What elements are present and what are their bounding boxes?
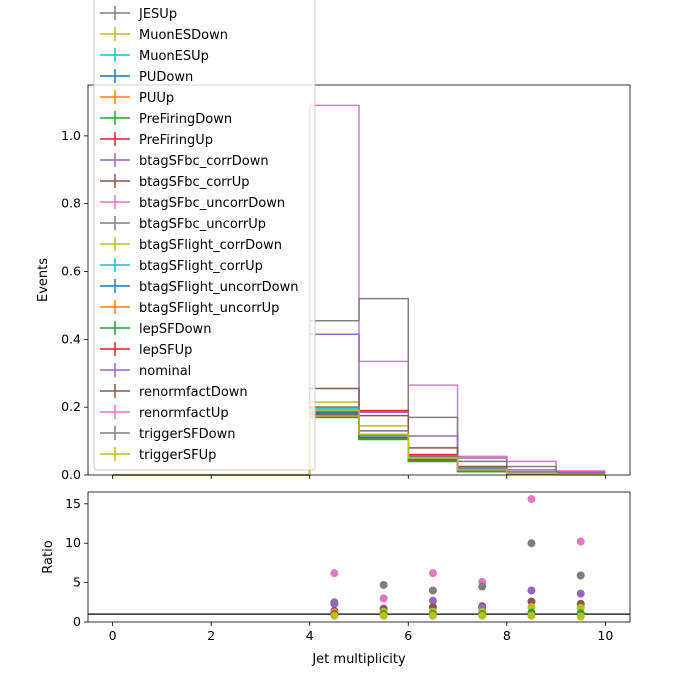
ratio-point (527, 539, 536, 548)
y-tick-label: 0.0 (61, 467, 81, 482)
y-tick-label: 1.0 (61, 128, 81, 143)
legend-label: btagSFlight_uncorrUp (139, 301, 279, 316)
legend-entry: lepSFUp (100, 342, 192, 358)
ratio-point (478, 582, 487, 591)
bottom-x-axis: 0 2 4 6 8 10 (109, 622, 613, 643)
legend-entry: btagSFlight_uncorrUp (100, 300, 279, 316)
legend-entry: btagSFbc_uncorrUp (100, 216, 266, 232)
top-axes-frame (87, 84, 631, 476)
top-y-axis: 0.0 0.2 0.4 0.6 0.8 1.0 (61, 128, 88, 482)
legend-label: lepSFDown (139, 322, 211, 337)
legend-entry: lepSFDown (100, 321, 211, 337)
legend-label: btagSFlight_corrDown (139, 238, 282, 253)
y-tick-label: 10 (65, 535, 81, 550)
x-tick-label: 4 (306, 628, 314, 643)
legend-entry: PreFiringUp (100, 132, 213, 148)
legend-label: triggerSFDown (139, 427, 235, 442)
y-tick-label: 0.6 (61, 264, 81, 279)
ratio-point (428, 569, 437, 578)
x-tick-label: 0 (109, 628, 117, 643)
legend-label: PUUp (139, 91, 174, 106)
legend-label: lepSFUp (139, 343, 192, 358)
x-tick-label: 2 (207, 628, 215, 643)
legend-entry: JESUp (100, 6, 177, 22)
legend-entry: renormfactUp (100, 405, 229, 421)
legend-label: btagSFbc_corrDown (139, 154, 269, 169)
ratio-point (330, 599, 339, 608)
legend-entry: renormfactDown (100, 384, 248, 400)
legend: JESUp MuonESDown MuonESUp PUDown PUUp PreFiri… (93, 0, 316, 471)
ratio-point (576, 537, 585, 546)
ratio-point (576, 612, 585, 621)
legend-label: PUDown (139, 70, 193, 85)
ratio-point (576, 571, 585, 580)
bottom-panel: 0 5 10 15 0 2 4 6 8 10 Jet multiplicity Ratio (41, 491, 631, 667)
legend-label: btagSFbc_uncorrUp (139, 217, 266, 232)
legend-label: renormfactUp (139, 406, 229, 421)
legend-label: nominal (139, 364, 191, 379)
y-tick-label: 0 (73, 614, 81, 629)
bottom-axes-frame (87, 491, 631, 623)
legend-label: btagSFbc_uncorrDown (139, 196, 285, 211)
legend-entry: nominal (100, 363, 191, 379)
y-axis-label: Events (36, 258, 51, 302)
y-tick-label: 0.8 (61, 196, 81, 211)
legend-entry: btagSFlight_corrUp (100, 258, 263, 274)
legend-label: MuonESUp (139, 49, 209, 64)
ratio-point (379, 580, 388, 589)
legend-entry: MuonESUp (100, 48, 209, 64)
legend-label: MuonESDown (139, 28, 228, 43)
legend-label: btagSFbc_corrUp (139, 175, 250, 190)
ratio-point (428, 596, 437, 605)
legend-box (93, 0, 316, 471)
legend-entry: PUDown (100, 69, 193, 85)
ratio-point (379, 594, 388, 603)
legend-entry: btagSFlight_corrDown (100, 237, 282, 253)
legend-entry: btagSFbc_uncorrDown (100, 195, 285, 211)
legend-entry: triggerSFUp (100, 447, 216, 463)
bottom-y-axis: 0 5 10 15 (65, 496, 88, 629)
y-tick-label: 15 (65, 496, 81, 511)
x-tick-label: 8 (503, 628, 511, 643)
ratio-point (379, 611, 388, 620)
legend-entry: btagSFbc_corrDown (100, 153, 269, 169)
ratio-point (428, 611, 437, 620)
ratio-point (527, 586, 536, 595)
ratio-point (330, 611, 339, 620)
x-tick-label: 10 (597, 628, 613, 643)
ratio-point (527, 603, 536, 612)
legend-entry: PreFiringDown (100, 111, 232, 127)
ratio-point (330, 569, 339, 578)
ratio-point (527, 597, 536, 606)
legend-label: triggerSFUp (139, 448, 216, 463)
bottom-plot-area (88, 492, 630, 622)
ratio-point (576, 603, 585, 612)
y-tick-label: 0.2 (61, 399, 81, 414)
legend-entry: btagSFlight_uncorrDown (100, 279, 299, 295)
ratio-point (527, 611, 536, 620)
y-axis-label: Ratio (41, 540, 56, 573)
legend-label: btagSFlight_uncorrDown (139, 280, 299, 295)
x-axis-label: Jet multiplicity (311, 652, 406, 667)
ratio-points (330, 495, 585, 621)
x-tick-label: 6 (404, 628, 412, 643)
legend-label: btagSFlight_corrUp (139, 259, 263, 274)
legend-entry: PUUp (100, 90, 174, 106)
legend-label: renormfactDown (139, 385, 248, 400)
y-tick-label: 0.4 (61, 331, 81, 346)
y-tick-label: 5 (73, 575, 81, 590)
ratio-point (527, 495, 536, 504)
ratio-point (478, 611, 487, 620)
ratio-point (576, 589, 585, 598)
ratio-point (428, 586, 437, 595)
legend-label: JESUp (138, 7, 177, 22)
legend-entry: MuonESDown (100, 27, 228, 43)
legend-entry: btagSFbc_corrUp (100, 174, 250, 190)
legend-label: PreFiringUp (139, 133, 213, 148)
legend-label: PreFiringDown (139, 112, 232, 127)
legend-entry: triggerSFDown (100, 426, 235, 442)
